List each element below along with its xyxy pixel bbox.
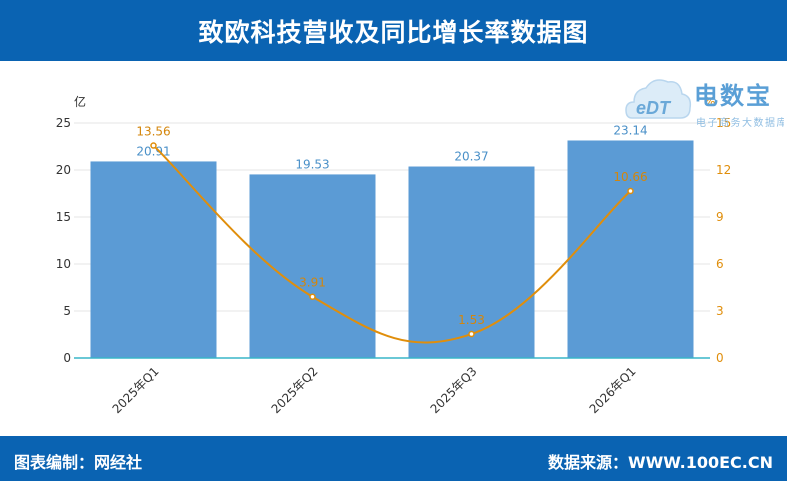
footer-source: 数据来源：WWW.100EC.CN xyxy=(547,453,773,472)
y-left-tick-label: 25 xyxy=(56,116,71,130)
line-point xyxy=(309,293,316,300)
logo-main-text: 电数宝 xyxy=(694,82,772,110)
line-value-label: 10.66 xyxy=(613,170,647,184)
header-bar: 致欧科技营收及同比增长率数据图 xyxy=(0,0,787,61)
line-value-label: 1.53 xyxy=(458,313,485,327)
bar-value-label: 23.14 xyxy=(613,123,647,137)
bar xyxy=(90,161,217,358)
y-left-tick-label: 15 xyxy=(56,210,71,224)
y-right-tick-label: 12 xyxy=(716,163,731,177)
logo: eDT 电数宝 电子商务大数据库 xyxy=(625,79,784,129)
line-point xyxy=(150,142,157,149)
x-tick-label: 2025年Q3 xyxy=(428,364,480,416)
footer-bar: 图表编制：网经社 数据来源：WWW.100EC.CN xyxy=(0,436,787,481)
y-right-tick-label: 3 xyxy=(716,304,724,318)
bar xyxy=(408,166,535,358)
x-tick-label: 2025年Q2 xyxy=(269,364,321,416)
y-left-tick-label: 10 xyxy=(56,257,71,271)
line-point xyxy=(627,187,634,195)
x-tick-label: 2026年Q1 xyxy=(587,364,639,416)
x-tick-label: 2025年Q1 xyxy=(110,364,162,416)
y-left-tick-label: 20 xyxy=(56,163,71,177)
bar xyxy=(249,174,376,358)
footer-compiler: 图表编制：网经社 xyxy=(14,453,143,472)
cloud-icon xyxy=(625,79,692,119)
y-left-unit: 亿 xyxy=(74,94,86,109)
y-right-tick-label: 6 xyxy=(716,257,724,271)
line-value-label: 3.91 xyxy=(299,276,326,290)
y-left-tick-label: 5 xyxy=(63,304,71,318)
y-right-tick-label: 15 xyxy=(716,116,731,130)
line-value-label: 13.56 xyxy=(136,125,170,139)
chart-title: 致欧科技营收及同比增长率数据图 xyxy=(198,17,589,47)
y-left-tick-label: 0 xyxy=(63,351,71,365)
bar-value-label: 19.53 xyxy=(295,157,329,171)
y-right-unit: % xyxy=(704,95,715,109)
logo-sub-text: 电子商务大数据库 xyxy=(696,116,784,129)
y-right-tick-label: 9 xyxy=(716,210,724,224)
y-right-tick-label: 0 xyxy=(716,351,724,365)
revenue-chart: 亿 %05101520250369121520.9119.5320.3723.14… xyxy=(56,94,732,416)
growth-rate-line xyxy=(152,144,632,344)
logo-badge: eDT xyxy=(636,98,672,118)
line-point xyxy=(468,330,475,338)
bar-value-label: 20.37 xyxy=(454,150,488,164)
bar xyxy=(567,140,694,358)
